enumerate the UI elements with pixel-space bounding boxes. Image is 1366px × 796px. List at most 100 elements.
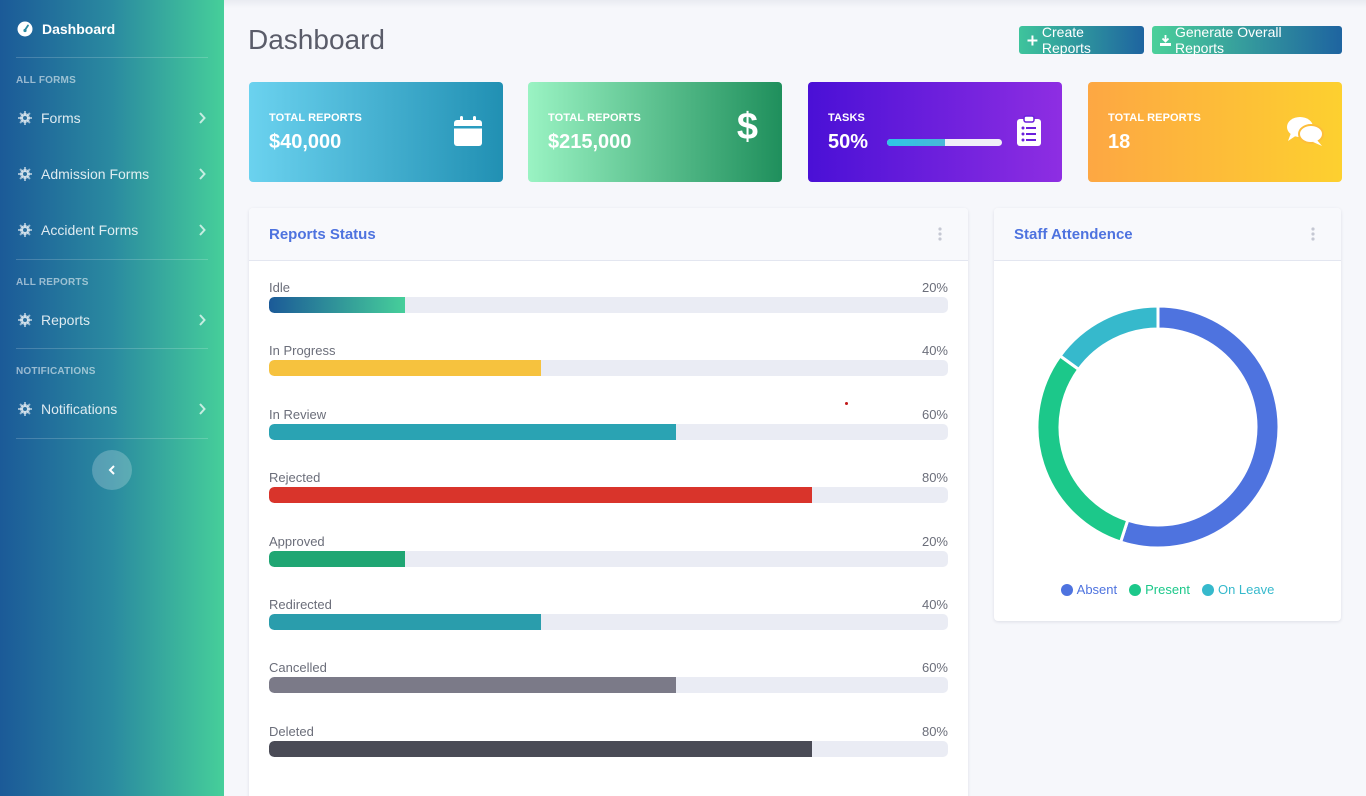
stat-card-tasks: TASKS 50% [808, 82, 1062, 182]
status-row: Idle 20% [269, 280, 948, 313]
status-progress-bar [269, 677, 948, 694]
clipboard-list-icon [1017, 115, 1041, 146]
sidebar-item-label: Reports [41, 312, 91, 328]
create-reports-label: Create Reports [1041, 24, 1091, 56]
status-label: In Progress [269, 343, 336, 359]
card-title: TOTAL REPORTS [548, 112, 641, 124]
donut-slice-on-leave[interactable] [1058, 304, 1160, 372]
comments-icon [1287, 117, 1324, 146]
legend-swatch [1201, 583, 1214, 596]
legend-swatch [1060, 583, 1073, 596]
sidebar-item-notifications[interactable]: Notifications [0, 384, 224, 434]
status-progress-fill [269, 360, 541, 377]
status-progress-fill [269, 614, 541, 630]
attendance-donut-chart [1035, 304, 1281, 550]
gear-icon [18, 111, 32, 125]
staff-attendance-header: Staff Attendence [994, 208, 1341, 261]
sidebar-item-admission-forms[interactable]: Admission Forms [0, 149, 224, 199]
status-progress-bar [269, 550, 948, 567]
status-progress-fill [269, 677, 677, 694]
card-title: TOTAL REPORTS [269, 112, 362, 124]
sidebar-divider [16, 438, 208, 439]
stat-card-total-messages: TOTAL REPORTS 18 [1088, 82, 1342, 182]
legend-item[interactable]: Absent [1060, 582, 1118, 597]
page-title: Dashboard [248, 24, 385, 55]
status-row: Deleted 80% [269, 723, 948, 757]
status-percent: 40% [921, 343, 948, 359]
card-title: TASKS [828, 112, 865, 124]
gear-icon [18, 223, 32, 237]
legend-swatch [1129, 583, 1142, 596]
status-percent: 40% [921, 597, 948, 612]
status-progress-bar [269, 423, 948, 440]
status-row: Rejected 80% [269, 470, 948, 504]
sidebar-item-label: Notifications [41, 401, 118, 417]
status-label: Approved [269, 533, 325, 549]
topbar-shadow [224, 0, 1366, 8]
legend-item[interactable]: On Leave [1201, 582, 1274, 597]
staff-attendance-title: Staff Attendence [1014, 225, 1133, 243]
gear-icon [18, 402, 32, 416]
plus-icon [1027, 35, 1038, 45]
status-percent: 20% [921, 533, 948, 549]
status-label: Redirected [269, 597, 332, 612]
generate-overall-reports-button[interactable]: Generate Overall Reports [1152, 24, 1342, 56]
tasks-progress-fill [887, 139, 945, 146]
sidebar-heading-reports: ALL REPORTS [16, 277, 89, 288]
sidebar-divider [16, 57, 208, 58]
donut-slice-present[interactable] [1035, 353, 1130, 544]
generate-overall-reports-label: Generate Overall Reports [1174, 24, 1282, 56]
status-progress-bar [269, 740, 948, 757]
stat-card-total-revenue: TOTAL REPORTS $215,000 $ [528, 82, 782, 182]
status-label: Rejected [269, 470, 321, 486]
create-reports-button[interactable]: Create Reports [1019, 24, 1144, 56]
staff-attendance-panel: Staff Attendence Absent Present On Leave [994, 208, 1341, 621]
status-progress-fill [269, 487, 813, 504]
sidebar-divider [16, 348, 208, 349]
reports-status-panel: Reports Status Idle 20% In Progress 40% In R… [249, 208, 968, 796]
chevron-right-icon [199, 168, 206, 180]
legend-label: Absent [1076, 582, 1118, 597]
reports-status-header: Reports Status [249, 208, 968, 261]
sidebar-brand[interactable]: Dashboard [0, 0, 224, 57]
sidebar-item-accident-forms[interactable]: Accident Forms [0, 205, 224, 255]
sidebar-item-forms[interactable]: Forms [0, 93, 224, 143]
status-percent: 60% [921, 660, 948, 676]
more-options-icon[interactable] [1311, 227, 1315, 241]
card-value: 18 [1108, 131, 1131, 153]
status-progress-bar [269, 360, 948, 377]
donut-slice-absent[interactable] [1118, 304, 1281, 550]
legend-label: Present [1145, 582, 1190, 597]
status-label: Idle [269, 280, 290, 295]
legend-item[interactable]: Present [1129, 582, 1190, 597]
cursor-dot [845, 402, 848, 405]
status-progress-fill [269, 740, 813, 757]
more-options-icon[interactable] [938, 227, 942, 241]
chevron-left-icon [108, 465, 115, 475]
card-value: 50% [828, 131, 869, 153]
status-row: In Review 60% [269, 406, 948, 440]
sidebar-heading-notifications: NOTIFICATIONS [16, 366, 96, 377]
sidebar-item-label: Forms [41, 110, 81, 126]
sidebar-item-reports[interactable]: Reports [0, 295, 224, 345]
stat-card-total-reports: TOTAL REPORTS $40,000 [249, 82, 503, 182]
tachometer-icon [17, 21, 33, 36]
sidebar-divider [16, 259, 208, 260]
status-label: Deleted [269, 723, 314, 739]
status-progress-fill [269, 423, 677, 440]
sidebar-heading-forms: ALL FORMS [16, 75, 76, 86]
card-title: TOTAL REPORTS [1108, 112, 1201, 124]
sidebar-toggle-button[interactable] [92, 450, 132, 490]
chevron-right-icon [199, 403, 206, 415]
status-progress-fill [269, 297, 405, 313]
status-label: Cancelled [269, 660, 327, 676]
status-progress-bar [269, 614, 948, 630]
card-value: $215,000 [548, 131, 632, 153]
status-label: In Review [269, 406, 327, 422]
status-percent: 60% [921, 406, 948, 422]
download-icon [1160, 34, 1171, 46]
status-percent: 20% [921, 280, 948, 295]
status-row: Redirected 40% [269, 597, 948, 630]
card-value: $40,000 [269, 131, 342, 153]
gear-icon [18, 313, 32, 327]
